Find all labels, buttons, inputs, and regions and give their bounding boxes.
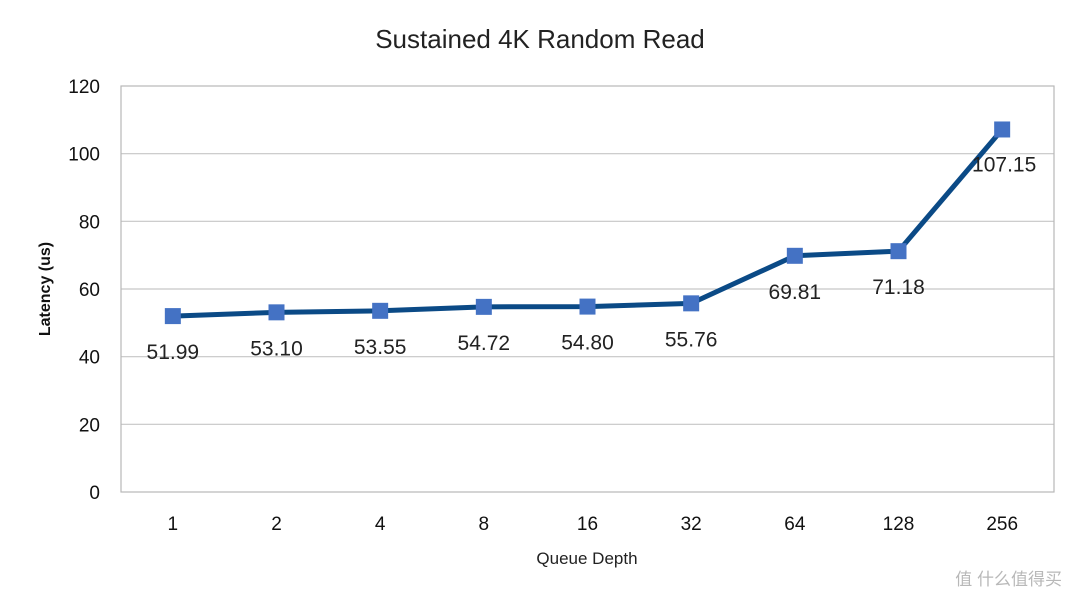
series-layer <box>164 121 1011 325</box>
x-tick-label: 4 <box>375 514 386 535</box>
data-point-marker <box>683 295 700 312</box>
data-point-marker <box>372 302 389 319</box>
data-label: 54.80 <box>561 332 614 355</box>
data-point-marker <box>994 121 1011 138</box>
data-label: 51.99 <box>147 341 200 364</box>
data-label: 53.55 <box>354 336 407 359</box>
y-tick-label: 20 <box>79 415 100 436</box>
data-label: 71.18 <box>872 276 925 299</box>
x-axis-title: Queue Depth <box>536 549 637 568</box>
data-point-marker <box>579 298 596 315</box>
x-tick-label: 16 <box>577 514 598 535</box>
data-label: 55.76 <box>665 328 718 351</box>
chart-title: Sustained 4K Random Read <box>375 24 705 54</box>
x-axis-ticks: 1 2 4 8 16 32 64 128 256 <box>168 514 1018 535</box>
x-tick-label: 256 <box>986 514 1018 535</box>
data-point-marker <box>475 298 492 315</box>
plot-area <box>120 85 1055 493</box>
data-point-marker <box>890 243 907 260</box>
x-tick-label: 1 <box>168 514 179 535</box>
data-point-marker <box>268 304 285 321</box>
x-tick-label: 2 <box>271 514 282 535</box>
x-tick-label: 8 <box>479 514 490 535</box>
data-point-marker <box>164 308 181 325</box>
x-tick-label: 128 <box>883 514 915 535</box>
y-tick-label: 120 <box>68 77 100 98</box>
y-axis-title: Latency (us) <box>37 242 54 336</box>
x-tick-label: 64 <box>784 514 806 535</box>
y-tick-label: 100 <box>68 145 100 166</box>
data-labels-layer: 51.99 53.10 53.55 54.72 54.80 55.76 69.81 71.18… <box>147 153 1037 364</box>
y-tick-label: 40 <box>79 348 100 369</box>
x-tick-label: 32 <box>681 514 702 535</box>
watermark: 值 什么值得买 <box>955 570 1062 589</box>
y-tick-label: 60 <box>79 280 100 301</box>
data-label: 53.10 <box>250 337 303 360</box>
data-point-marker <box>786 247 803 264</box>
gridlines <box>121 153 1054 425</box>
data-label: 54.72 <box>458 332 511 355</box>
data-label: 107.15 <box>972 153 1036 176</box>
y-axis-ticks: 0 20 40 60 80 100 120 <box>68 77 100 504</box>
y-tick-label: 0 <box>89 483 100 504</box>
y-tick-label: 80 <box>79 212 100 233</box>
data-label: 69.81 <box>769 281 822 304</box>
